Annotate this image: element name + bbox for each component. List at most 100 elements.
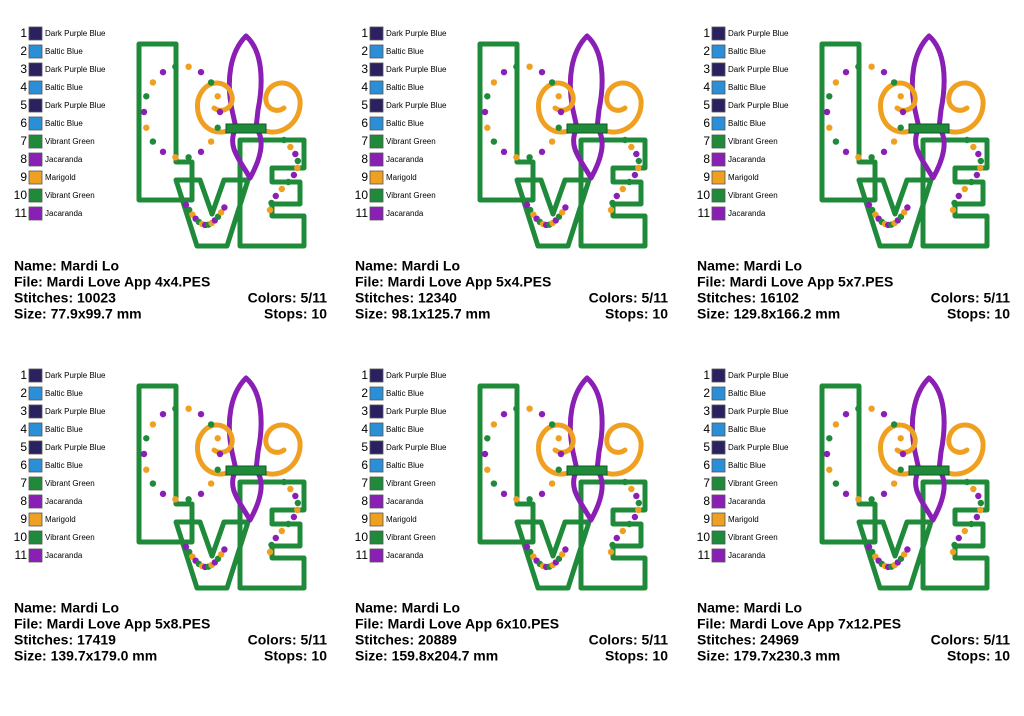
design-colors: Colors: 5/11 <box>589 632 669 648</box>
color-swatch <box>369 116 384 131</box>
design-panel: 1 Dark Purple Blue 2 Baltic Blue 3 Dark Purpl… <box>355 368 669 664</box>
color-swatch <box>369 62 384 77</box>
color-name: Jacaranda <box>386 497 424 506</box>
color-name: Dark Purple Blue <box>386 29 447 38</box>
color-swatch <box>711 26 726 41</box>
color-number: 11 <box>698 548 711 562</box>
color-number: 5 <box>20 440 27 454</box>
color-name: Dark Purple Blue <box>45 29 106 38</box>
color-swatch <box>369 476 384 491</box>
design-stitches: Stitches: 20889 <box>355 632 457 648</box>
color-swatch <box>369 404 384 419</box>
color-number: 7 <box>361 476 368 490</box>
color-name: Vibrant Green <box>45 191 95 200</box>
color-swatch <box>369 26 384 41</box>
design-stops: Stops: 10 <box>605 306 668 322</box>
color-name: Baltic Blue <box>386 83 424 92</box>
design-file: File: Mardi Love App 7x12.PES <box>697 616 901 632</box>
color-number: 11 <box>698 206 711 220</box>
color-number: 1 <box>703 368 710 382</box>
color-swatch <box>369 368 384 383</box>
color-number: 2 <box>361 44 368 58</box>
color-name: Dark Purple Blue <box>45 443 106 452</box>
color-name: Baltic Blue <box>728 119 766 128</box>
color-name: Vibrant Green <box>386 191 436 200</box>
design-name: Name: Mardi Lo <box>355 600 460 616</box>
color-swatch <box>711 368 726 383</box>
color-name: Baltic Blue <box>45 83 83 92</box>
color-number: 9 <box>703 170 710 184</box>
color-swatch <box>369 80 384 95</box>
color-swatch <box>711 116 726 131</box>
color-number: 3 <box>20 404 27 418</box>
color-name: Jacaranda <box>728 497 766 506</box>
color-number: 5 <box>703 98 710 112</box>
color-number: 11 <box>356 548 369 562</box>
color-swatch <box>711 62 726 77</box>
design-colors: Colors: 5/11 <box>248 632 328 648</box>
design-panel: 1 Dark Purple Blue 2 Baltic Blue 3 Dark Purpl… <box>697 368 1011 664</box>
design-stops: Stops: 10 <box>605 648 668 664</box>
design-size: Size: 77.9x99.7 mm <box>14 306 142 322</box>
color-swatch <box>711 44 726 59</box>
color-swatch <box>28 512 43 527</box>
color-name: Vibrant Green <box>45 479 95 488</box>
color-number: 1 <box>20 26 27 40</box>
color-number: 4 <box>361 422 368 436</box>
color-number: 8 <box>20 152 27 166</box>
color-swatch <box>369 494 384 509</box>
color-name: Jacaranda <box>386 155 424 164</box>
design-name: Name: Mardi Lo <box>697 600 802 616</box>
color-name: Baltic Blue <box>45 425 83 434</box>
color-swatch <box>28 26 43 41</box>
color-number: 11 <box>15 206 28 220</box>
color-name: Baltic Blue <box>386 461 424 470</box>
color-name: Vibrant Green <box>728 479 778 488</box>
design-stitches: Stitches: 17419 <box>14 632 116 648</box>
color-swatch <box>369 548 384 563</box>
color-name: Vibrant Green <box>728 533 778 542</box>
color-swatch <box>28 440 43 455</box>
color-number: 3 <box>361 404 368 418</box>
color-name: Jacaranda <box>45 551 83 560</box>
design-size: Size: 98.1x125.7 mm <box>355 306 490 322</box>
color-swatch <box>369 188 384 203</box>
color-swatch <box>711 422 726 437</box>
design-panel: 1 Dark Purple Blue 2 Baltic Blue 3 Dark Purpl… <box>14 368 328 664</box>
design-file: File: Mardi Love App 5x4.PES <box>355 274 551 290</box>
color-number: 10 <box>355 188 369 202</box>
color-swatch <box>28 422 43 437</box>
color-number: 7 <box>20 134 27 148</box>
color-swatch <box>28 404 43 419</box>
color-name: Baltic Blue <box>728 83 766 92</box>
color-swatch <box>369 386 384 401</box>
color-number: 6 <box>20 116 27 130</box>
color-name: Dark Purple Blue <box>728 101 789 110</box>
color-number: 10 <box>14 188 28 202</box>
color-number: 5 <box>361 98 368 112</box>
color-number: 10 <box>14 530 28 544</box>
color-name: Dark Purple Blue <box>386 65 447 74</box>
color-swatch <box>369 530 384 545</box>
design-stitches: Stitches: 10023 <box>14 290 116 306</box>
color-swatch <box>711 98 726 113</box>
color-number: 9 <box>20 512 27 526</box>
color-name: Baltic Blue <box>728 47 766 56</box>
color-number: 6 <box>361 116 368 130</box>
color-name: Baltic Blue <box>386 389 424 398</box>
design-colors: Colors: 5/11 <box>931 632 1011 648</box>
color-number: 8 <box>703 494 710 508</box>
color-name: Baltic Blue <box>45 119 83 128</box>
color-swatch <box>711 206 726 221</box>
color-name: Jacaranda <box>45 209 83 218</box>
design-colors: Colors: 5/11 <box>248 290 328 306</box>
color-swatch <box>711 80 726 95</box>
color-name: Baltic Blue <box>386 119 424 128</box>
design-colors: Colors: 5/11 <box>589 290 669 306</box>
color-name: Jacaranda <box>386 209 424 218</box>
color-swatch <box>28 62 43 77</box>
color-number: 6 <box>20 458 27 472</box>
design-size: Size: 179.7x230.3 mm <box>697 648 840 664</box>
color-swatch <box>28 386 43 401</box>
color-number: 10 <box>697 530 711 544</box>
